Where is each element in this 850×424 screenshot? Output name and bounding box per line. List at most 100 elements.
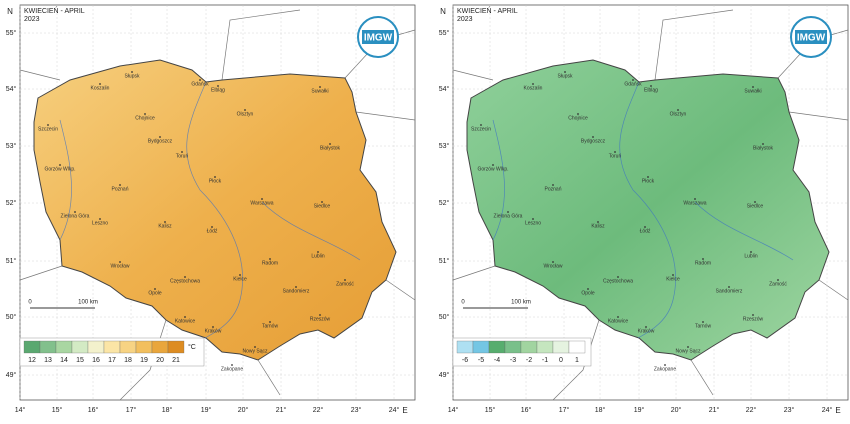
city-marker bbox=[119, 184, 121, 186]
city-marker bbox=[597, 221, 599, 223]
scale-length: 100 km bbox=[78, 300, 98, 306]
city-marker bbox=[647, 176, 649, 178]
city-label: Olsztyn bbox=[237, 111, 254, 117]
city-label: Zielona Góra bbox=[494, 213, 523, 219]
city-marker bbox=[184, 276, 186, 278]
legend-swatch bbox=[39, 340, 57, 354]
latitude-label: 51° bbox=[6, 257, 17, 265]
longitude-label: 14° bbox=[15, 406, 26, 414]
legend-swatch bbox=[520, 340, 538, 354]
city-label: Bydgoszcz bbox=[581, 138, 606, 144]
scale-length: 100 km bbox=[511, 300, 531, 306]
legend-swatch bbox=[103, 340, 121, 354]
city-marker bbox=[702, 258, 704, 260]
city-label: Kalisz bbox=[591, 223, 605, 229]
city-marker bbox=[154, 288, 156, 290]
legend-label: 20 bbox=[156, 357, 164, 364]
north-label: N bbox=[7, 7, 13, 16]
poland-map bbox=[466, 59, 830, 361]
longitude-label: 16° bbox=[88, 406, 99, 414]
latitude-label: 55° bbox=[439, 29, 450, 37]
latitude-label: 52° bbox=[439, 199, 450, 207]
city-marker bbox=[269, 321, 271, 323]
city-marker bbox=[214, 176, 216, 178]
city-marker bbox=[344, 279, 346, 281]
latitude-label: 54° bbox=[6, 85, 17, 93]
scale-zero: 0 bbox=[28, 300, 32, 306]
legend-label: 12 bbox=[28, 357, 36, 364]
legend-label: 18 bbox=[124, 357, 132, 364]
legend-label: 17 bbox=[108, 357, 116, 364]
city-marker bbox=[672, 274, 674, 276]
legend-swatch bbox=[552, 340, 570, 354]
city-marker bbox=[650, 85, 652, 87]
city-marker bbox=[217, 85, 219, 87]
city-label: Toruń bbox=[176, 153, 189, 159]
city-label: Gorzów Wlkp. bbox=[477, 166, 508, 172]
map-title: KWIECIEŃ - APRIL bbox=[24, 6, 85, 15]
city-label: Zamość bbox=[769, 281, 787, 287]
latitude-label: 52° bbox=[6, 199, 17, 207]
latitude-label: 50° bbox=[439, 313, 450, 321]
longitude-label: 21° bbox=[709, 406, 720, 414]
city-label: Gdańsk bbox=[191, 81, 209, 87]
city-marker bbox=[184, 316, 186, 318]
logo-band bbox=[362, 30, 394, 44]
city-label: Nowy Sącz bbox=[675, 348, 701, 354]
city-label: Kielce bbox=[233, 276, 247, 282]
city-label: Kraków bbox=[205, 328, 222, 334]
longitude-label: 14° bbox=[448, 406, 459, 414]
city-label: Sandomierz bbox=[283, 288, 310, 294]
city-marker bbox=[261, 198, 263, 200]
city-marker bbox=[752, 314, 754, 316]
city-marker bbox=[532, 83, 534, 85]
legend-label: 15 bbox=[76, 357, 84, 364]
legend-label: 16 bbox=[92, 357, 100, 364]
city-marker bbox=[614, 151, 616, 153]
city-label: Zamość bbox=[336, 281, 354, 287]
city-marker bbox=[532, 218, 534, 220]
city-label: Częstochowa bbox=[170, 278, 200, 284]
map-year: 2023 bbox=[24, 16, 40, 23]
city-marker bbox=[231, 364, 233, 366]
longitude-label: 18° bbox=[162, 406, 173, 414]
city-label: Elbląg bbox=[644, 87, 658, 93]
city-marker bbox=[319, 86, 321, 88]
city-marker bbox=[664, 364, 666, 366]
longitude-label: 24° bbox=[822, 406, 833, 414]
longitude-label: 18° bbox=[595, 406, 606, 414]
longitude-label: 15° bbox=[52, 406, 63, 414]
city-label: Chojnice bbox=[568, 115, 588, 121]
city-label: Kalisz bbox=[158, 223, 172, 229]
legend-swatch bbox=[456, 340, 474, 354]
city-marker bbox=[212, 326, 214, 328]
city-marker bbox=[592, 136, 594, 138]
city-marker bbox=[754, 201, 756, 203]
legend-unit: °C bbox=[188, 343, 196, 351]
latitude-label: 53° bbox=[439, 142, 450, 150]
city-label: Rzeszów bbox=[743, 316, 764, 322]
city-label: Kielce bbox=[666, 276, 680, 282]
city-label: Katowice bbox=[608, 318, 629, 324]
city-label: Płock bbox=[209, 178, 222, 184]
city-label: Bydgoszcz bbox=[148, 138, 173, 144]
city-marker bbox=[254, 346, 256, 348]
city-label: Tarnów bbox=[262, 323, 279, 329]
legend-label: 1 bbox=[575, 357, 579, 364]
city-label: Tarnów bbox=[695, 323, 712, 329]
city-label: Opole bbox=[148, 290, 162, 296]
city-marker bbox=[728, 286, 730, 288]
longitude-label: 15° bbox=[485, 406, 496, 414]
city-marker bbox=[59, 164, 61, 166]
rivers bbox=[492, 81, 794, 339]
longitude-label: 20° bbox=[238, 406, 249, 414]
city-marker bbox=[687, 346, 689, 348]
city-label: Opole bbox=[581, 290, 595, 296]
city-label: Chojnice bbox=[135, 115, 155, 121]
latitude-label: 51° bbox=[439, 257, 450, 265]
longitude-label: 22° bbox=[746, 406, 757, 414]
city-label: Sandomierz bbox=[716, 288, 743, 294]
city-marker bbox=[239, 274, 241, 276]
city-label: Olsztyn bbox=[670, 111, 687, 117]
